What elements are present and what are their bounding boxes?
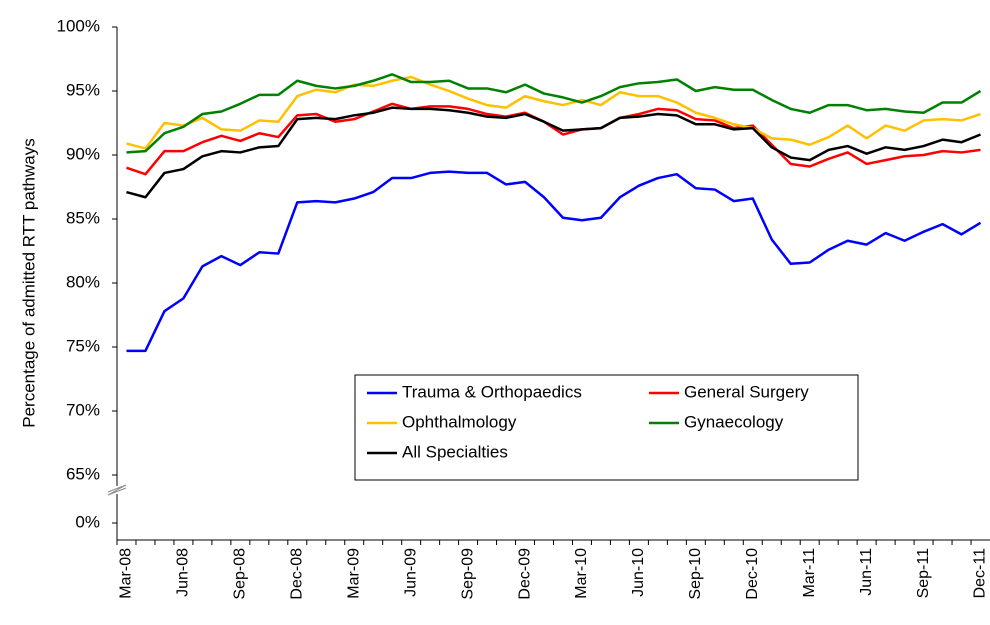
legend-label: Ophthalmology [402, 412, 517, 431]
legend-label: Gynaecology [684, 412, 784, 431]
x-tick-label: Dec-08 [289, 548, 306, 600]
legend-box [354, 374, 859, 481]
y-axis-label: Percentage of admitted RTT pathways [19, 138, 38, 427]
x-tick-label: Sep-11 [915, 548, 932, 599]
x-tick-label: Dec-09 [516, 548, 533, 600]
y-tick-label: 90% [66, 144, 100, 163]
x-tick-label: Mar-10 [573, 548, 590, 599]
legend-label: Trauma & Orthopaedics [402, 382, 582, 401]
x-tick-label: Jun-11 [858, 548, 875, 596]
x-tick-label: Jun-08 [175, 548, 192, 597]
y-tick-label: 100% [57, 16, 100, 35]
y-tick-label: 0% [75, 512, 100, 531]
x-tick-label: Mar-08 [118, 548, 135, 599]
axis-break [107, 484, 127, 496]
x-tick-label: Sep-08 [232, 548, 249, 600]
line-series [126, 75, 981, 150]
line-series [126, 170, 982, 353]
y-tick-label: 70% [66, 400, 100, 419]
x-tick-label: Jun-10 [630, 548, 647, 597]
y-tick-label: 75% [66, 336, 100, 355]
x-tick-label: Jun-09 [402, 548, 419, 597]
y-tick-label: 80% [66, 272, 100, 291]
legend-label: All Specialties [402, 442, 508, 461]
x-tick-label: Mar-09 [345, 548, 362, 599]
x-tick-label: Mar-11 [801, 548, 818, 598]
y-tick-label: 85% [66, 208, 100, 227]
x-tick-label: Dec-11 [972, 548, 989, 598]
x-tick-label: Sep-09 [459, 548, 476, 600]
x-tick-label: Dec-10 [744, 548, 761, 600]
y-tick-label: 95% [66, 80, 100, 99]
line-series [126, 102, 981, 176]
line-series [126, 106, 981, 199]
y-tick-label: 65% [66, 464, 100, 483]
legend-label: General Surgery [684, 382, 809, 401]
x-tick-label: Sep-10 [687, 548, 704, 600]
line-series [126, 73, 982, 154]
